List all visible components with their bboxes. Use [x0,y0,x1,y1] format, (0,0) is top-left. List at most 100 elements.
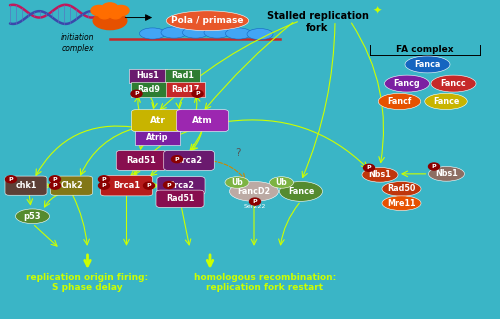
Text: P: P [252,199,258,204]
Text: Fance: Fance [288,187,314,196]
FancyBboxPatch shape [157,177,205,195]
FancyBboxPatch shape [100,175,152,196]
Circle shape [172,156,182,163]
Circle shape [192,90,203,97]
Text: P: P [102,183,106,188]
Text: P: P [52,183,58,188]
Text: Rad51: Rad51 [166,194,194,203]
Circle shape [364,164,374,171]
Circle shape [110,11,122,19]
FancyBboxPatch shape [128,69,166,83]
Text: Mre11: Mre11 [387,199,416,208]
Text: ✦: ✦ [373,5,382,15]
Circle shape [91,5,107,16]
FancyBboxPatch shape [131,82,166,97]
Circle shape [6,176,16,183]
Ellipse shape [362,167,398,182]
Text: P: P [174,157,180,162]
Ellipse shape [280,182,322,201]
Text: homologous recombination:
replication fork restart: homologous recombination: replication fo… [194,273,336,292]
Text: FancD2: FancD2 [238,187,270,196]
Circle shape [98,182,110,189]
Text: Fanca: Fanca [414,60,440,69]
Text: Pola / primase: Pola / primase [171,16,244,25]
Text: Atr: Atr [150,116,166,125]
Text: Stalled replication
fork: Stalled replication fork [266,11,368,33]
Text: Fancf: Fancf [388,97,411,106]
Text: chk1: chk1 [16,181,36,190]
Circle shape [50,182,60,189]
Circle shape [98,176,110,183]
Text: Hus1: Hus1 [136,71,159,80]
Ellipse shape [431,75,476,92]
Text: P: P [195,91,200,96]
Ellipse shape [270,177,293,188]
Circle shape [131,90,142,97]
FancyBboxPatch shape [164,151,214,170]
Ellipse shape [230,182,278,201]
Text: FA complex: FA complex [396,45,454,54]
Text: P: P [134,91,139,96]
FancyBboxPatch shape [156,190,204,207]
Ellipse shape [225,177,249,188]
Text: Rad50: Rad50 [388,184,415,193]
FancyBboxPatch shape [50,176,92,195]
Text: initiation
complex: initiation complex [61,33,94,53]
FancyBboxPatch shape [132,110,184,131]
Ellipse shape [382,182,421,196]
FancyBboxPatch shape [176,110,229,131]
Text: P: P [8,177,14,182]
Circle shape [144,182,154,189]
Text: Fance: Fance [433,97,459,106]
Text: Fancc: Fancc [440,79,466,88]
Ellipse shape [140,28,166,39]
Circle shape [50,176,60,183]
Circle shape [250,198,260,205]
Circle shape [113,5,129,16]
FancyBboxPatch shape [165,69,200,83]
Ellipse shape [204,27,230,38]
Text: Rad9: Rad9 [138,85,160,94]
Ellipse shape [384,75,430,92]
Text: Brca1: Brca1 [113,181,140,190]
Ellipse shape [247,29,273,40]
Circle shape [164,182,174,189]
Text: Atm: Atm [192,116,213,125]
Ellipse shape [161,27,187,38]
Text: P: P [432,164,436,169]
Text: P: P [166,182,172,188]
Text: Ub: Ub [276,178,287,187]
Text: Rad1: Rad1 [171,71,194,80]
Ellipse shape [378,93,421,110]
Text: Ub: Ub [231,178,243,187]
Ellipse shape [425,93,467,110]
Ellipse shape [428,167,464,181]
Text: P: P [146,183,152,188]
Text: ?: ? [235,148,240,158]
Ellipse shape [16,209,50,224]
FancyBboxPatch shape [135,131,180,145]
Circle shape [98,11,110,19]
Circle shape [102,3,118,13]
Text: Rad51: Rad51 [126,156,156,165]
Text: Fancg: Fancg [394,79,420,88]
FancyBboxPatch shape [5,176,47,195]
Text: P: P [52,177,58,182]
Text: Brca2: Brca2 [168,181,194,190]
Text: p53: p53 [24,212,42,221]
FancyBboxPatch shape [166,82,204,97]
Text: Ser222: Ser222 [244,204,266,209]
Text: Brca2: Brca2 [176,156,203,165]
Text: Nbs1: Nbs1 [368,170,392,179]
Text: replication origin firing:
S phase delay: replication origin firing: S phase delay [26,273,148,292]
Ellipse shape [92,11,128,30]
Text: Rad17: Rad17 [171,85,199,94]
Text: Nbs1: Nbs1 [435,169,458,178]
Circle shape [428,163,440,170]
Text: P: P [102,177,106,182]
Text: Chk2: Chk2 [60,181,83,190]
FancyBboxPatch shape [116,151,166,170]
Ellipse shape [226,28,252,39]
Text: P: P [366,165,372,170]
Ellipse shape [166,11,249,31]
